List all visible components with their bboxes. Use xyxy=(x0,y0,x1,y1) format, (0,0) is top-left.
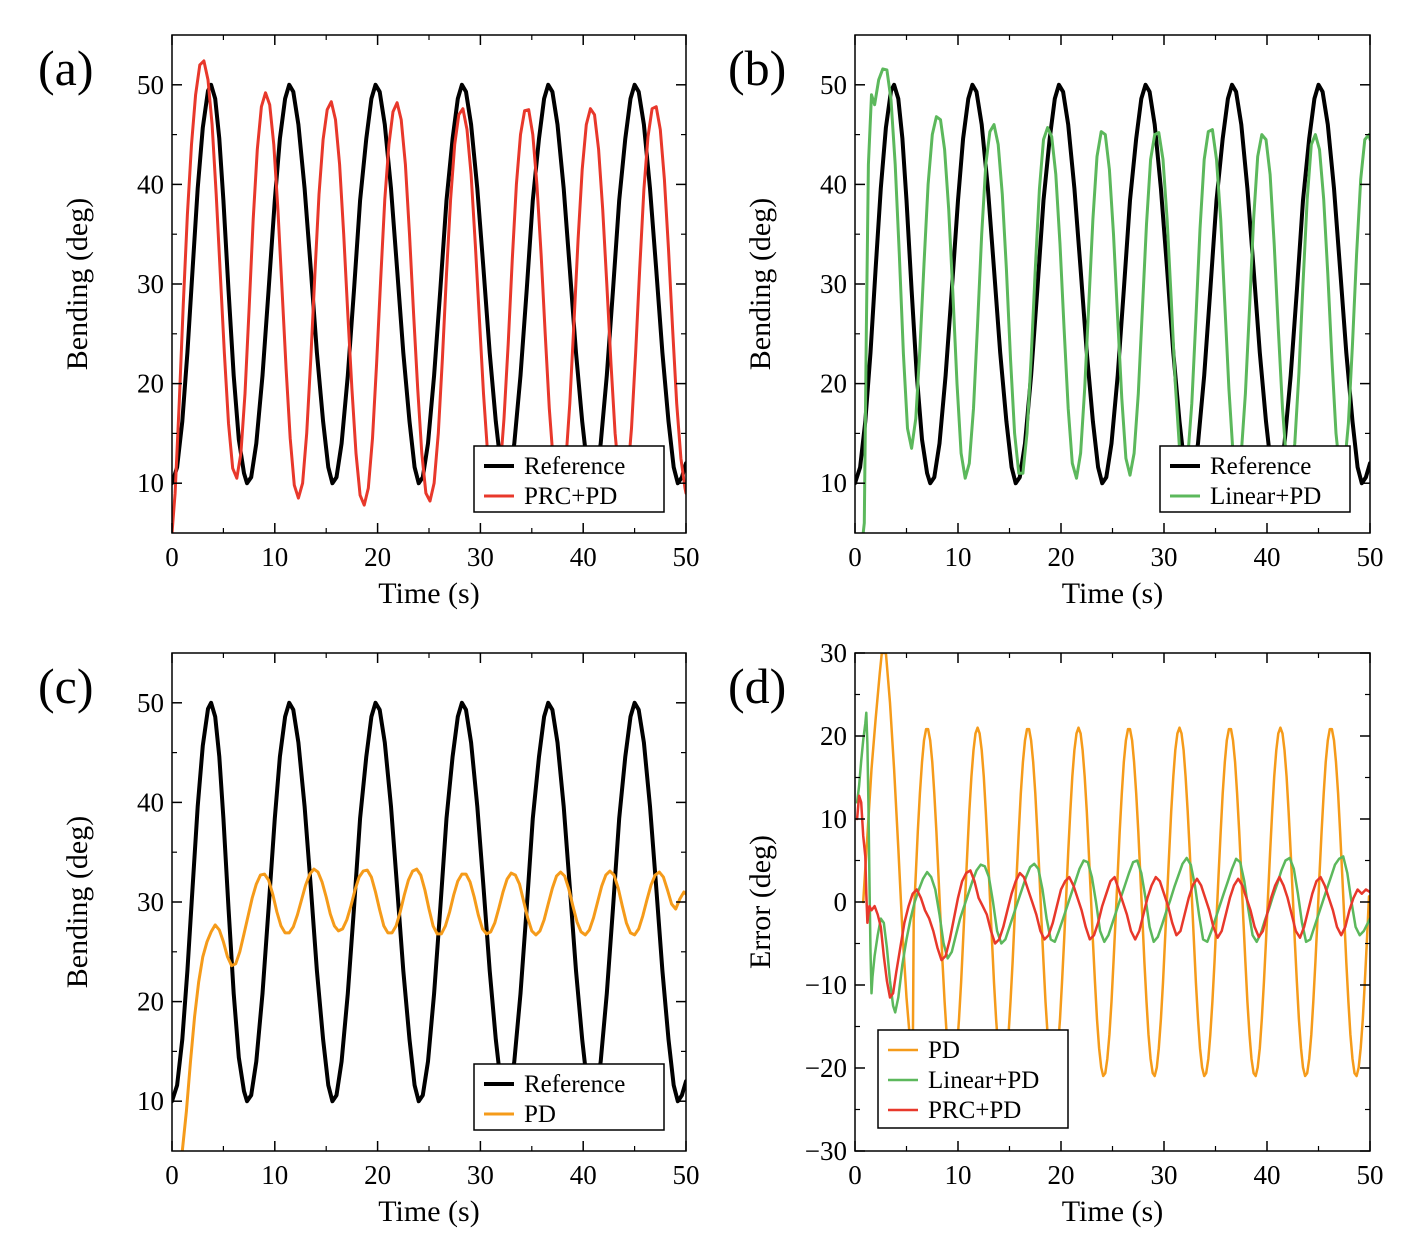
series-line-pd xyxy=(861,653,1370,1078)
y-axis-label: Bending (deg) xyxy=(61,198,94,370)
y-tick-label: 40 xyxy=(137,787,164,817)
legend-box xyxy=(1159,445,1351,513)
x-tick-label: 30 xyxy=(1151,542,1178,572)
series-line-pd xyxy=(180,867,686,1151)
legend-label-reference: Reference xyxy=(1210,453,1311,480)
x-tick-label: 0 xyxy=(165,542,179,572)
x-axis-label: Time (s) xyxy=(378,1195,479,1228)
legend-label-pd: PD xyxy=(928,1037,960,1064)
x-axis-label: Time (s) xyxy=(378,577,479,610)
legend: Reference Linear+PD xyxy=(1159,445,1351,513)
y-tick-label: 20 xyxy=(820,369,847,399)
panel-label-c: (c) xyxy=(38,658,94,714)
y-tick-label: 0 xyxy=(834,887,848,917)
x-tick-label: 40 xyxy=(570,1160,597,1190)
y-tick-label: 50 xyxy=(137,70,164,100)
series-line-prc-pd xyxy=(855,794,1370,999)
y-tick-label: 20 xyxy=(820,721,847,751)
panel-label-a: (a) xyxy=(38,40,94,96)
x-tick-label: 10 xyxy=(945,1160,972,1190)
legend-label-reference: Reference xyxy=(524,1071,625,1098)
y-tick-label: 10 xyxy=(820,468,847,498)
x-tick-label: 50 xyxy=(673,542,700,572)
y-tick-label: 50 xyxy=(137,688,164,718)
x-tick-label: 30 xyxy=(467,1160,494,1190)
x-tick-label: 0 xyxy=(848,1160,862,1190)
y-tick-label: 50 xyxy=(820,70,847,100)
y-tick-label: 20 xyxy=(137,987,164,1017)
x-tick-label: 20 xyxy=(364,1160,391,1190)
legend-label-reference: Reference xyxy=(524,453,625,480)
panel-c: 0 10 20 30 40 50 10 20 30 40 50 Time (s) Bending (de… xyxy=(38,652,700,1228)
y-axis-label: Bending (deg) xyxy=(61,816,94,988)
x-tick-label: 10 xyxy=(945,542,972,572)
y-tick-label: 30 xyxy=(137,887,164,917)
panel-b: 0 10 20 30 40 50 10 20 30 40 50 Time (s) Bending (de… xyxy=(728,34,1384,610)
x-axis-label: Time (s) xyxy=(1062,1195,1163,1228)
legend-label-prc-pd: PRC+PD xyxy=(524,483,617,510)
x-tick-label: 50 xyxy=(1357,542,1384,572)
x-axis-label: Time (s) xyxy=(1062,577,1163,610)
x-tick-label: 10 xyxy=(261,542,288,572)
y-tick-label: 30 xyxy=(820,638,847,668)
y-axis-label: Error (deg) xyxy=(744,835,777,969)
y-tick-label: 20 xyxy=(137,369,164,399)
panel-a: 0 10 20 30 40 50 10 20 30 40 50 Time (s) Bending (de… xyxy=(38,34,700,610)
y-tick-label: 40 xyxy=(137,169,164,199)
legend: Reference PD xyxy=(473,1063,665,1131)
legend-label-linear-pd: Linear+PD xyxy=(928,1067,1039,1094)
panel-label-d: (d) xyxy=(728,658,786,714)
y-axis-label: Bending (deg) xyxy=(744,198,777,370)
x-tick-label: 20 xyxy=(1048,542,1075,572)
x-tick-label: 0 xyxy=(848,542,862,572)
series-group xyxy=(855,653,1370,1078)
x-tick-label: 50 xyxy=(1357,1160,1384,1190)
x-tick-label: 20 xyxy=(364,542,391,572)
panel-label-b: (b) xyxy=(728,40,786,96)
legend-box xyxy=(473,1063,665,1131)
x-tick-label: 30 xyxy=(467,542,494,572)
y-tick-label: −10 xyxy=(805,970,847,1000)
series-line-prc-pd xyxy=(172,59,686,533)
y-tick-label: −20 xyxy=(805,1053,847,1083)
y-tick-label: 10 xyxy=(820,804,847,834)
x-tick-label: 20 xyxy=(1048,1160,1075,1190)
x-tick-label: 0 xyxy=(165,1160,179,1190)
x-tick-label: 30 xyxy=(1151,1160,1178,1190)
y-tick-label: 30 xyxy=(820,269,847,299)
x-tick-label: 40 xyxy=(1254,1160,1281,1190)
panel-d: 0 10 20 30 40 50 −30 −20 −10 0 10 20 30 Time (s) Error… xyxy=(728,638,1384,1228)
x-tick-label: 40 xyxy=(1254,542,1281,572)
y-tick-label: 10 xyxy=(137,468,164,498)
legend: Reference PRC+PD xyxy=(473,445,665,513)
x-tick-label: 10 xyxy=(261,1160,288,1190)
legend-label-linear-pd: Linear+PD xyxy=(1210,483,1321,510)
y-tick-label: 40 xyxy=(820,169,847,199)
legend-box xyxy=(473,445,665,513)
legend-label-prc-pd: PRC+PD xyxy=(928,1097,1021,1124)
x-tick-label: 50 xyxy=(673,1160,700,1190)
legend: PD Linear+PD PRC+PD xyxy=(877,1029,1069,1129)
x-tick-label: 40 xyxy=(570,542,597,572)
y-tick-label: −30 xyxy=(805,1136,847,1166)
legend-label-pd: PD xyxy=(524,1101,556,1128)
y-tick-label: 30 xyxy=(137,269,164,299)
y-tick-label: 10 xyxy=(137,1086,164,1116)
